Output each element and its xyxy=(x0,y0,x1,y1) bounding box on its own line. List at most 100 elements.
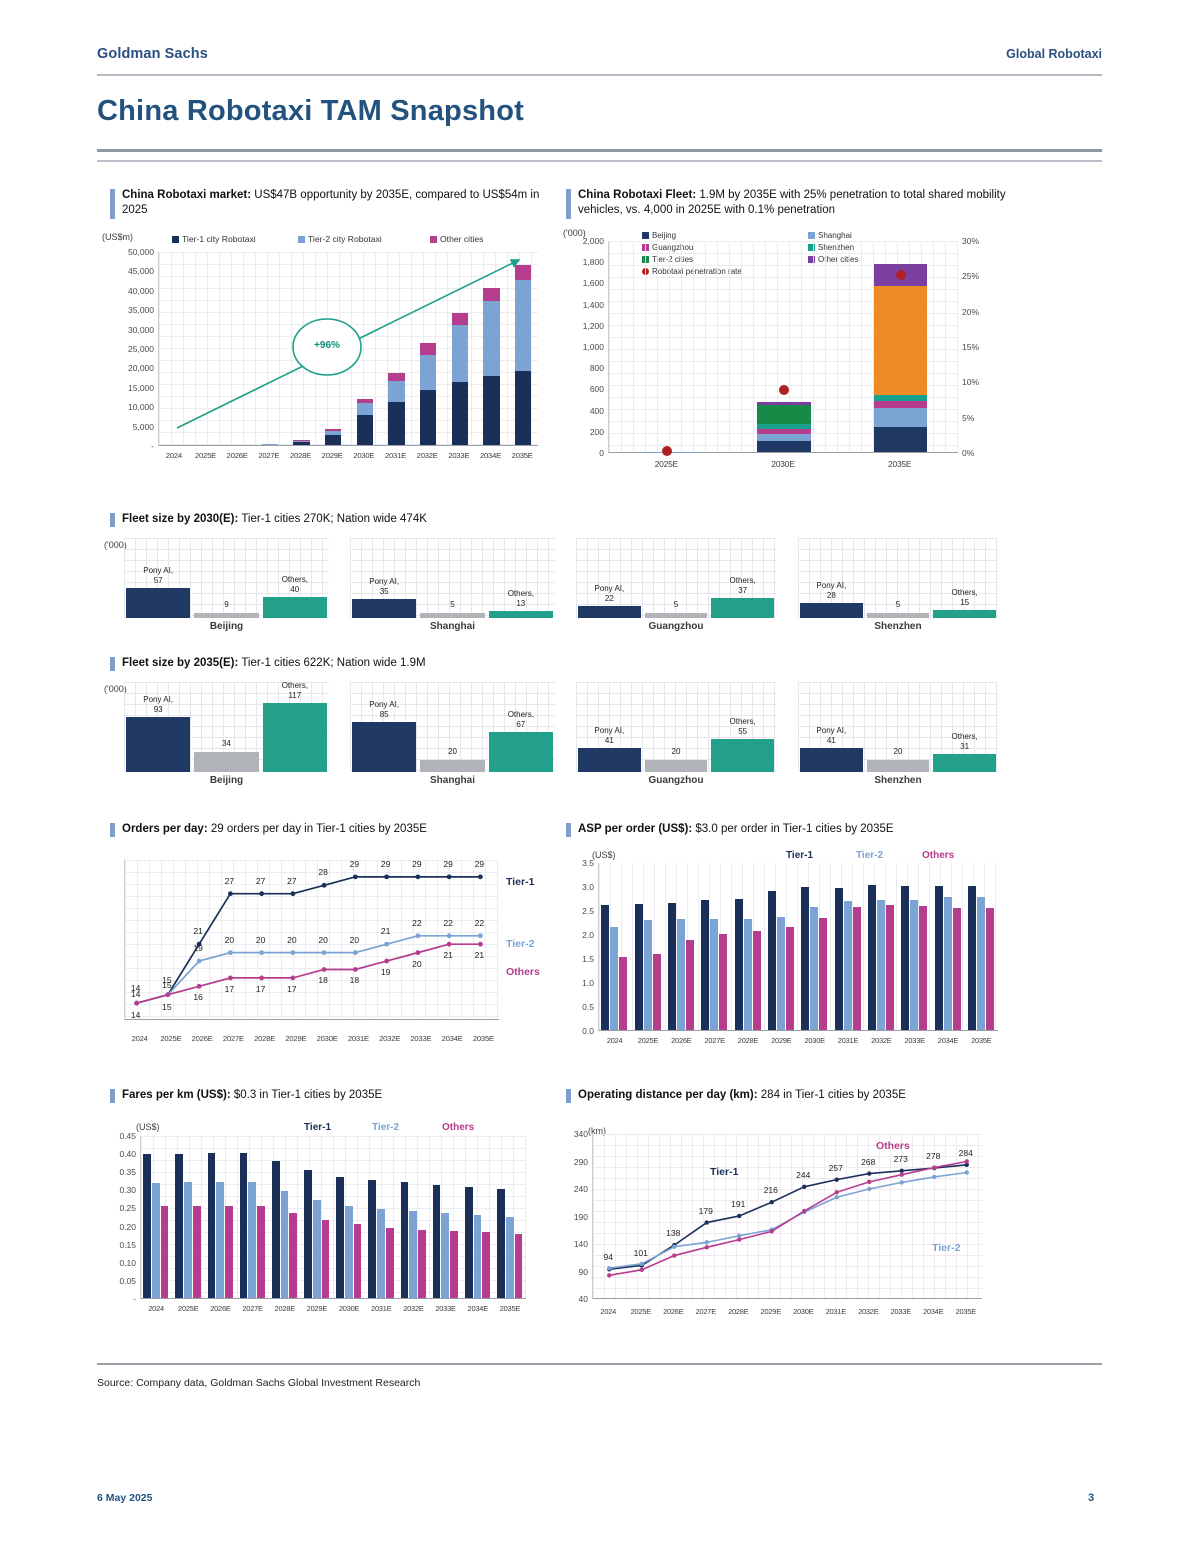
y-tick-label: - xyxy=(133,1294,136,1304)
bar-value: 85 xyxy=(379,709,389,719)
bar xyxy=(304,1169,312,1298)
y2-tick-label: 0% xyxy=(962,448,975,458)
x-tick-label: 2031E xyxy=(837,1036,859,1045)
bar-series-label: Pony AI, xyxy=(816,581,847,591)
data-point xyxy=(446,941,452,947)
mini-chart-shenzhen: Pony AI, 28 5 Others, 15 Shenzhen xyxy=(798,538,998,640)
data-label: 138 xyxy=(666,1228,681,1239)
bar xyxy=(734,899,743,1030)
data-label: 18 xyxy=(349,975,360,986)
data-point xyxy=(352,950,358,956)
y-tick-label: 5,000 xyxy=(132,421,154,432)
x-tick-label: 2025E xyxy=(160,1034,182,1043)
bar-segment xyxy=(419,342,437,356)
data-label: 101 xyxy=(633,1248,648,1259)
report-series: Global Robotaxi xyxy=(1006,47,1102,61)
x-tick-label: 2035E xyxy=(472,1034,494,1043)
x-tick-label: 2034E xyxy=(923,1307,944,1316)
data-point xyxy=(446,933,452,939)
bar xyxy=(225,1205,233,1298)
bar xyxy=(352,721,417,772)
data-label: 94 xyxy=(603,1252,613,1263)
bar-series-label: Pony AI, xyxy=(594,584,625,594)
bar-series-label: Pony AI, xyxy=(369,577,400,587)
caption-accent-bar xyxy=(566,1089,571,1103)
caption-accent-bar xyxy=(566,823,571,837)
data-label: 14 xyxy=(130,1010,141,1021)
bar xyxy=(601,905,610,1030)
bar-value: 55 xyxy=(738,727,748,737)
x-tick-label: 2035E xyxy=(971,1036,992,1045)
bar-value: 22 xyxy=(604,594,614,604)
bar xyxy=(919,906,928,1030)
data-point xyxy=(165,992,171,998)
bar-segment xyxy=(873,394,928,402)
data-label: 29 xyxy=(380,858,391,869)
bar-segment xyxy=(757,434,811,442)
bar xyxy=(280,1191,289,1298)
bar-value: 5 xyxy=(895,600,901,609)
data-point xyxy=(737,1237,742,1242)
y-tick-label: 0.05 xyxy=(119,1275,136,1286)
bar xyxy=(312,1199,321,1298)
y-tick-label: 30,000 xyxy=(128,324,154,335)
data-point xyxy=(607,1273,612,1278)
data-point xyxy=(384,874,390,880)
bar-value-label: 5 xyxy=(408,600,496,610)
legend-item: Tier-2 city Robotaxi xyxy=(298,234,382,244)
data-point xyxy=(196,941,202,947)
title-divider-bottom xyxy=(97,160,1102,162)
bar xyxy=(877,899,885,1030)
bar-value: 31 xyxy=(960,741,970,751)
caption-market: China Robotaxi market: US$47B opportunit… xyxy=(110,188,542,219)
line-series-svg xyxy=(134,874,483,1006)
bar-segment xyxy=(514,279,532,371)
data-label: 19 xyxy=(380,967,391,978)
caption-fleet-2030: Fleet size by 2030(E): Tier-1 cities 270… xyxy=(110,512,642,527)
x-tick-label: 2025E xyxy=(637,1036,659,1045)
bar xyxy=(143,1153,151,1298)
bar xyxy=(432,1184,441,1298)
data-point xyxy=(834,1195,839,1200)
x-tick-label: 2024 xyxy=(148,1304,164,1313)
bar-segment xyxy=(483,301,500,377)
series-label-tier-2: Tier-2 xyxy=(372,1122,400,1133)
city-label: Shanghai xyxy=(429,621,475,632)
line-tier-1 xyxy=(136,875,481,1004)
chart-orders-per-day: 14 15 21 27 27 27 28 29 29 29 29 29 14 15 19 20 20 20 20 20… xyxy=(100,848,550,1058)
bar xyxy=(634,903,643,1030)
y-tick-label: 240 xyxy=(573,1184,588,1194)
bar-segment xyxy=(293,440,310,443)
page-title: China Robotaxi TAM Snapshot xyxy=(97,95,524,127)
data-label: 278 xyxy=(926,1151,941,1162)
data-point xyxy=(737,1233,742,1238)
x-tick-label: 2025E xyxy=(630,1307,652,1316)
x-tick-label: 2032E xyxy=(379,1034,401,1043)
data-label: 273 xyxy=(893,1153,908,1164)
data-point xyxy=(227,950,233,956)
data-label: 216 xyxy=(763,1185,778,1196)
series-label-tier-1: Tier-1 xyxy=(786,850,814,861)
y-tick-label: 200 xyxy=(589,426,604,437)
caption-fleet2035-bold: Fleet size by 2035(E): xyxy=(122,657,239,669)
bar-value-label: Others, 55 xyxy=(699,717,786,737)
y-tick-label: 0.5 xyxy=(582,1002,594,1012)
x-tick-label: 2033E xyxy=(904,1036,925,1045)
bar xyxy=(216,1181,225,1298)
y-tick-label: 140 xyxy=(573,1239,588,1249)
x-tick-label: 2033E xyxy=(435,1304,456,1313)
y-tick-label: 0.35 xyxy=(119,1167,136,1178)
x-tick-label: 2029E xyxy=(760,1307,782,1316)
caption-distance-bold: Operating distance per day (km): xyxy=(578,1089,758,1101)
data-label: 27 xyxy=(224,875,235,886)
data-label: 21 xyxy=(443,950,453,961)
bar xyxy=(488,611,553,618)
data-point xyxy=(964,1170,969,1175)
bar-value-label: 20 xyxy=(408,747,496,757)
bar-series-label: Pony AI, xyxy=(816,725,847,735)
y-tick-label: 800 xyxy=(589,363,604,374)
bar-segment xyxy=(757,424,811,430)
data-point xyxy=(352,967,358,972)
bar xyxy=(368,1179,377,1298)
y-tick-label: 20,000 xyxy=(128,363,154,374)
